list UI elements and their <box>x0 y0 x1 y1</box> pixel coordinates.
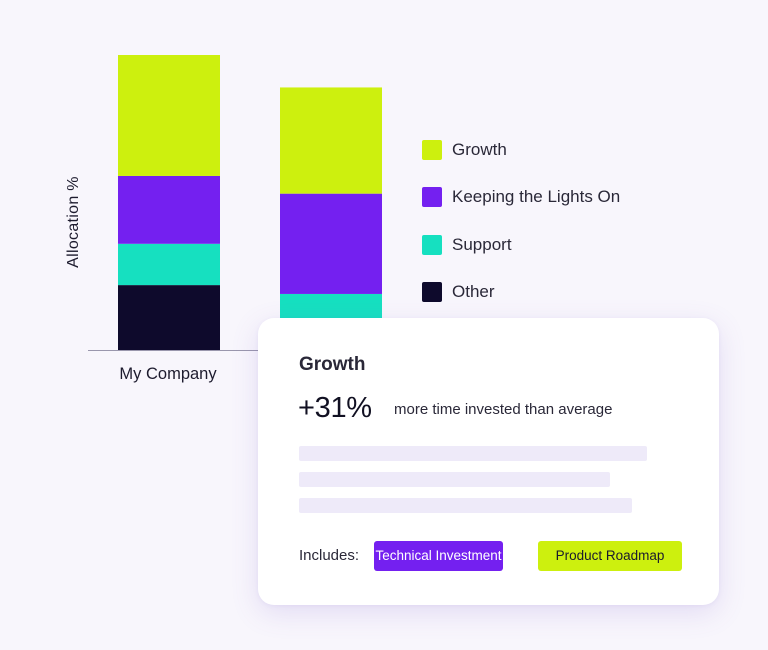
legend-item-growth[interactable]: Growth <box>422 139 620 160</box>
legend-swatch-other <box>422 282 442 302</box>
bar-segment-support-1[interactable] <box>118 243 220 286</box>
y-axis-label: Allocation % <box>65 176 82 268</box>
bar-segment-keeping-the-lights-on-2[interactable] <box>280 193 382 294</box>
bar-segment-growth-2[interactable] <box>280 87 382 194</box>
legend-label-support: Support <box>452 234 512 254</box>
legend-swatch-keeping-the-lights-on <box>422 187 442 207</box>
growth-detail-card: Growth +31% more time invested than aver… <box>258 318 719 605</box>
legend-label-other: Other <box>452 282 495 301</box>
legend-item-keeping-the-lights-on[interactable]: Keeping the Lights On <box>422 187 620 208</box>
bar-segment-keeping-the-lights-on-1[interactable] <box>118 175 220 244</box>
bar-segment-other-1[interactable] <box>118 285 220 350</box>
x-tick-label-my-company: My Company <box>119 365 217 383</box>
legend-swatch-growth <box>422 139 442 160</box>
legend-swatch-support <box>422 234 442 255</box>
placeholder-line <box>299 472 610 487</box>
tag-technical-investment[interactable]: Technical Investment <box>374 541 503 571</box>
legend-item-other[interactable]: Other <box>422 282 620 303</box>
card-stat-description: more time invested than average <box>394 401 613 418</box>
includes-label: Includes: <box>299 547 360 564</box>
chart-legend: Growth Keeping the Lights On Support Oth… <box>422 139 620 329</box>
placeholder-line <box>299 498 632 513</box>
bar-segment-growth-1[interactable] <box>118 55 220 176</box>
card-title: Growth <box>299 354 366 375</box>
legend-label-keeping-the-lights-on: Keeping the Lights On <box>452 187 621 206</box>
legend-item-support[interactable]: Support <box>422 234 620 255</box>
placeholder-line <box>299 446 647 461</box>
card-stat-value: +31% <box>298 392 372 424</box>
tag-product-roadmap[interactable]: Product Roadmap <box>538 541 682 571</box>
legend-label-growth: Growth <box>452 139 507 159</box>
